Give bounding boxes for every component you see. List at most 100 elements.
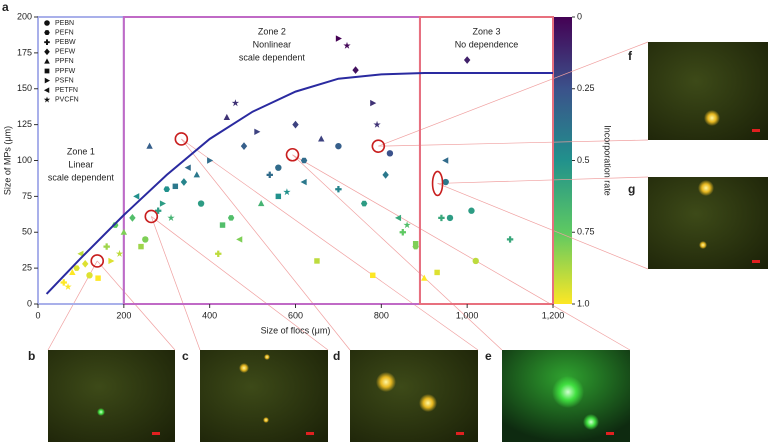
x-tick-label: 0 [35,310,40,320]
micrograph-insets [48,42,768,442]
highlight-circle [144,209,159,224]
point [463,56,471,64]
highlight-circle [431,170,444,197]
scale-bar [752,260,760,263]
point [219,222,226,228]
point [154,207,162,214]
y-tick-label: 100 [17,155,32,165]
point [180,178,188,186]
highlight-circle [371,139,386,153]
point [300,157,308,164]
inset-image [200,350,328,442]
legend-label: PPFN [55,58,74,65]
inset-label: g [628,182,635,196]
connector [181,138,479,351]
particle [698,180,714,196]
point [227,215,235,221]
y-tick-label: 150 [17,83,32,93]
point [292,120,299,129]
x-axis-label: Size of flocs (μm) [261,325,331,335]
zone-label: Linear [68,159,93,169]
point [360,200,368,207]
connector [150,216,201,351]
point [184,164,191,171]
point [382,171,389,179]
point [283,188,291,196]
particle [263,417,269,423]
x-tick-label: 1,000 [456,310,479,320]
inset-label: e [485,349,492,363]
point [300,178,307,186]
point [60,279,67,286]
inset-label: b [28,349,35,363]
connector [437,183,649,270]
point [318,135,325,142]
inset-image [350,350,478,442]
zone-label: scale dependent [239,52,306,62]
point [108,257,115,265]
connector [292,154,631,351]
point [142,236,149,243]
colorbar-tick-label: 0 [577,11,582,21]
point [266,171,273,179]
point [438,214,445,222]
legend-marker [43,96,51,103]
inset-label: d [333,349,340,363]
inset-image [648,42,768,140]
point [215,250,222,257]
highlight-circle [285,147,300,162]
x-tick-label: 400 [202,310,217,320]
legend-label: PETFN [55,87,78,94]
scale-bar [606,432,614,435]
point [223,113,231,121]
point [163,186,170,192]
particle [419,394,437,412]
connector [151,216,329,351]
point [240,142,248,150]
particle [97,408,105,416]
legend-marker [44,20,50,26]
point [159,200,166,207]
legend-marker [44,58,50,64]
point [472,257,479,265]
zone-label: Zone 2 [258,26,286,36]
point [115,249,124,257]
legend-label: PEBN [55,20,74,27]
y-tick-label: 125 [17,119,32,129]
x-tick-label: 600 [288,310,303,320]
zone-box [418,16,555,305]
legend-marker [44,39,50,45]
point [236,236,243,243]
legend-marker [43,87,50,93]
particle [704,110,720,126]
point [64,282,72,290]
point [386,150,394,157]
inset-label: c [182,349,189,363]
legend-marker [44,68,50,74]
point [69,268,76,275]
y-axis-label: Size of MPs (μm) [2,126,12,195]
point [257,200,265,207]
point [77,250,84,257]
point [446,214,454,222]
point [442,157,449,164]
point [167,214,175,222]
fit-curve [45,71,553,295]
point [275,193,282,200]
point [275,164,282,171]
point [335,35,342,42]
point [394,214,402,222]
colorbar-tick-label: 1.0 [577,298,590,308]
particle [552,376,584,408]
colorbar-tick-label: 0.25 [577,83,595,93]
point [207,157,214,164]
point [103,243,110,250]
x-tick-label: 800 [374,310,389,320]
point [172,183,179,190]
legend-marker [44,30,50,36]
scale-bar [306,432,314,435]
point [434,269,440,276]
inset-label: f [628,49,633,63]
point [412,241,419,247]
connector [378,139,649,147]
